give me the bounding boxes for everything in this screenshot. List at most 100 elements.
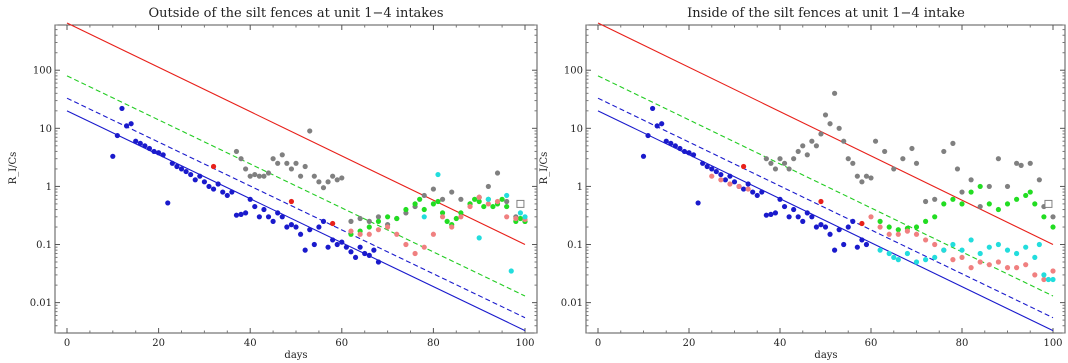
data-point <box>279 152 285 158</box>
data-point <box>777 156 783 162</box>
data-point <box>727 181 733 187</box>
data-point <box>941 148 947 155</box>
chart-panel-inside: Inside of the silt fences at unit 1−4 in… <box>539 6 1066 361</box>
data-point <box>146 145 153 152</box>
data-point <box>950 140 956 146</box>
data-point <box>504 214 510 220</box>
data-point <box>297 173 304 179</box>
y-tick-label: 0.1 <box>36 240 52 251</box>
data-point <box>261 173 267 179</box>
data-point <box>1004 265 1011 271</box>
data-point <box>110 153 116 159</box>
data-point <box>968 237 974 243</box>
data-point <box>741 163 747 170</box>
data-point <box>439 210 446 216</box>
data-point <box>932 241 938 248</box>
data-point <box>900 156 906 162</box>
reference-line <box>66 97 526 319</box>
data-point <box>114 132 120 139</box>
data-point <box>375 214 382 220</box>
data-point <box>417 196 423 202</box>
data-point <box>959 189 965 195</box>
data-point <box>348 218 354 224</box>
data-point <box>362 250 368 257</box>
data-point <box>334 177 340 183</box>
data-point <box>247 173 253 179</box>
data-point <box>800 143 806 149</box>
data-point <box>128 121 134 127</box>
data-point <box>472 196 478 202</box>
data-point <box>293 224 299 230</box>
data-point <box>183 168 189 175</box>
data-point <box>339 175 345 181</box>
data-point <box>522 214 528 220</box>
data-point <box>872 138 879 144</box>
data-point <box>791 156 797 162</box>
data-point <box>366 224 372 230</box>
data-point <box>467 203 473 210</box>
data-point <box>950 241 956 248</box>
data-point <box>923 257 929 263</box>
data-point <box>709 173 715 179</box>
reference-line <box>597 75 1054 297</box>
y-tick-label: 1 <box>577 182 583 193</box>
data-point <box>672 143 678 149</box>
x-tick-label: 40 <box>774 338 787 349</box>
data-point <box>485 183 491 190</box>
data-point <box>435 171 441 178</box>
data-point <box>959 247 965 253</box>
data-point <box>430 186 436 192</box>
data-point <box>513 215 519 222</box>
data-point <box>430 231 436 237</box>
data-point <box>1004 201 1011 207</box>
data-point <box>791 206 797 213</box>
reference-line <box>597 22 1054 246</box>
data-point <box>458 210 464 216</box>
data-point <box>986 183 992 190</box>
data-point <box>1014 265 1020 271</box>
data-point <box>325 244 331 250</box>
data-point <box>736 183 742 190</box>
data-point <box>745 186 751 192</box>
chart-panel-outside: Outside of the silt fences at unit 1−4 i… <box>8 6 538 361</box>
data-point <box>307 227 313 233</box>
data-point <box>252 171 258 178</box>
data-point <box>412 250 418 257</box>
data-point <box>786 166 792 172</box>
data-point <box>836 227 842 233</box>
data-point <box>1023 244 1029 250</box>
data-point <box>444 218 450 224</box>
data-point <box>1027 160 1033 166</box>
data-point <box>494 198 501 205</box>
data-point <box>233 212 240 218</box>
data-point <box>1023 262 1029 268</box>
data-point <box>224 192 230 199</box>
x-tick-label: 100 <box>1043 338 1062 349</box>
data-point <box>284 160 290 166</box>
data-point <box>913 224 920 230</box>
data-point <box>977 183 983 190</box>
data-point <box>750 189 756 195</box>
data-point <box>481 203 487 210</box>
data-point <box>210 163 217 170</box>
x-tick-label: 40 <box>244 338 257 349</box>
data-point <box>768 211 774 217</box>
data-point <box>1032 272 1038 278</box>
data-point <box>650 105 656 112</box>
y-axis-label: R_I/Cs <box>8 152 19 185</box>
data-point <box>265 214 272 220</box>
data-point <box>891 166 897 172</box>
plot-frame <box>585 24 1066 334</box>
data-point <box>220 189 226 195</box>
data-point <box>832 247 838 253</box>
reference-line <box>66 22 526 246</box>
data-point <box>394 215 400 222</box>
data-point <box>252 203 258 210</box>
data-point <box>727 173 733 179</box>
data-point <box>403 241 409 248</box>
data-point <box>832 90 838 96</box>
data-point <box>1036 241 1042 248</box>
data-point <box>968 265 974 271</box>
data-point <box>822 112 829 118</box>
data-point <box>759 189 765 195</box>
